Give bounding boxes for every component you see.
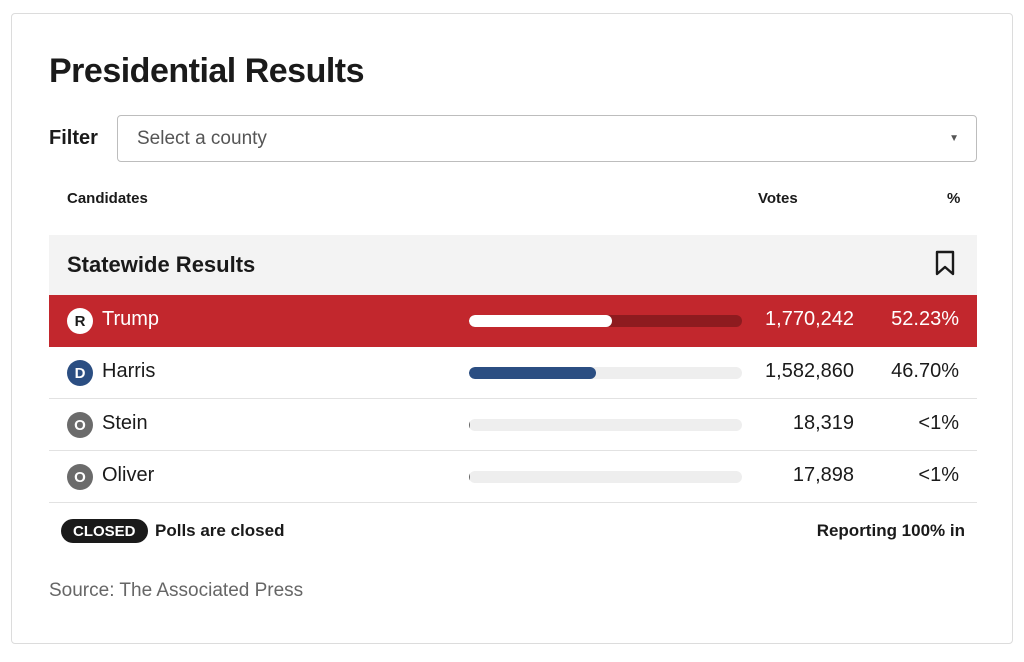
results-footer: CLOSED Polls are closed Reporting 100% i… — [49, 517, 977, 547]
statewide-results-header: Statewide Results — [49, 235, 977, 295]
column-header-candidates: Candidates — [67, 190, 148, 207]
vote-share-fill — [469, 367, 597, 379]
vote-share-fill — [469, 471, 471, 483]
candidate-name: Stein — [102, 412, 148, 434]
source-credit: Source: The Associated Press — [49, 580, 304, 601]
vote-share-bar — [469, 471, 742, 483]
status-badge: CLOSED — [61, 519, 148, 543]
candidate-percent: 46.70% — [891, 360, 959, 382]
candidate-percent: <1% — [918, 464, 959, 486]
candidate-votes: 1,770,242 — [765, 308, 854, 330]
filter-label: Filter — [49, 127, 98, 149]
results-card: Presidential Results Filter Select a cou… — [11, 13, 1013, 644]
column-header-votes: Votes — [758, 190, 798, 207]
candidate-percent: 52.23% — [891, 308, 959, 330]
bookmark-icon[interactable] — [935, 250, 955, 276]
candidate-votes: 18,319 — [792, 412, 854, 434]
column-header-percent: % — [947, 190, 961, 207]
candidate-row-harris: D Harris 1,582,860 46.70% — [49, 347, 977, 399]
vote-share-bar — [469, 419, 742, 431]
candidate-row-stein: O Stein 18,319 <1% — [49, 399, 977, 451]
vote-share-fill — [469, 315, 612, 327]
county-select-placeholder: Select a county — [137, 127, 267, 149]
party-badge: O — [67, 464, 93, 490]
candidate-votes: 1,582,860 — [765, 360, 854, 382]
vote-share-bar — [469, 315, 742, 327]
candidate-row-trump: R Trump 1,770,242 52.23% — [49, 295, 977, 347]
vote-share-fill — [469, 419, 471, 431]
candidate-name: Oliver — [102, 464, 155, 486]
party-badge: O — [67, 412, 93, 438]
candidate-name: Trump — [102, 308, 160, 330]
candidate-percent: <1% — [918, 412, 959, 434]
county-select[interactable]: Select a county ▼ — [117, 115, 977, 162]
polls-status-text: Polls are closed — [155, 521, 285, 540]
chevron-down-icon: ▼ — [949, 133, 959, 144]
party-badge: D — [67, 360, 93, 386]
party-badge: R — [67, 308, 93, 334]
candidate-votes: 17,898 — [792, 464, 854, 486]
page-title: Presidential Results — [49, 52, 365, 90]
candidate-name: Harris — [102, 360, 156, 382]
candidate-row-oliver: O Oliver 17,898 <1% — [49, 451, 977, 503]
reporting-status: Reporting 100% in — [816, 521, 965, 540]
vote-share-bar — [469, 367, 742, 379]
section-title: Statewide Results — [67, 252, 256, 277]
